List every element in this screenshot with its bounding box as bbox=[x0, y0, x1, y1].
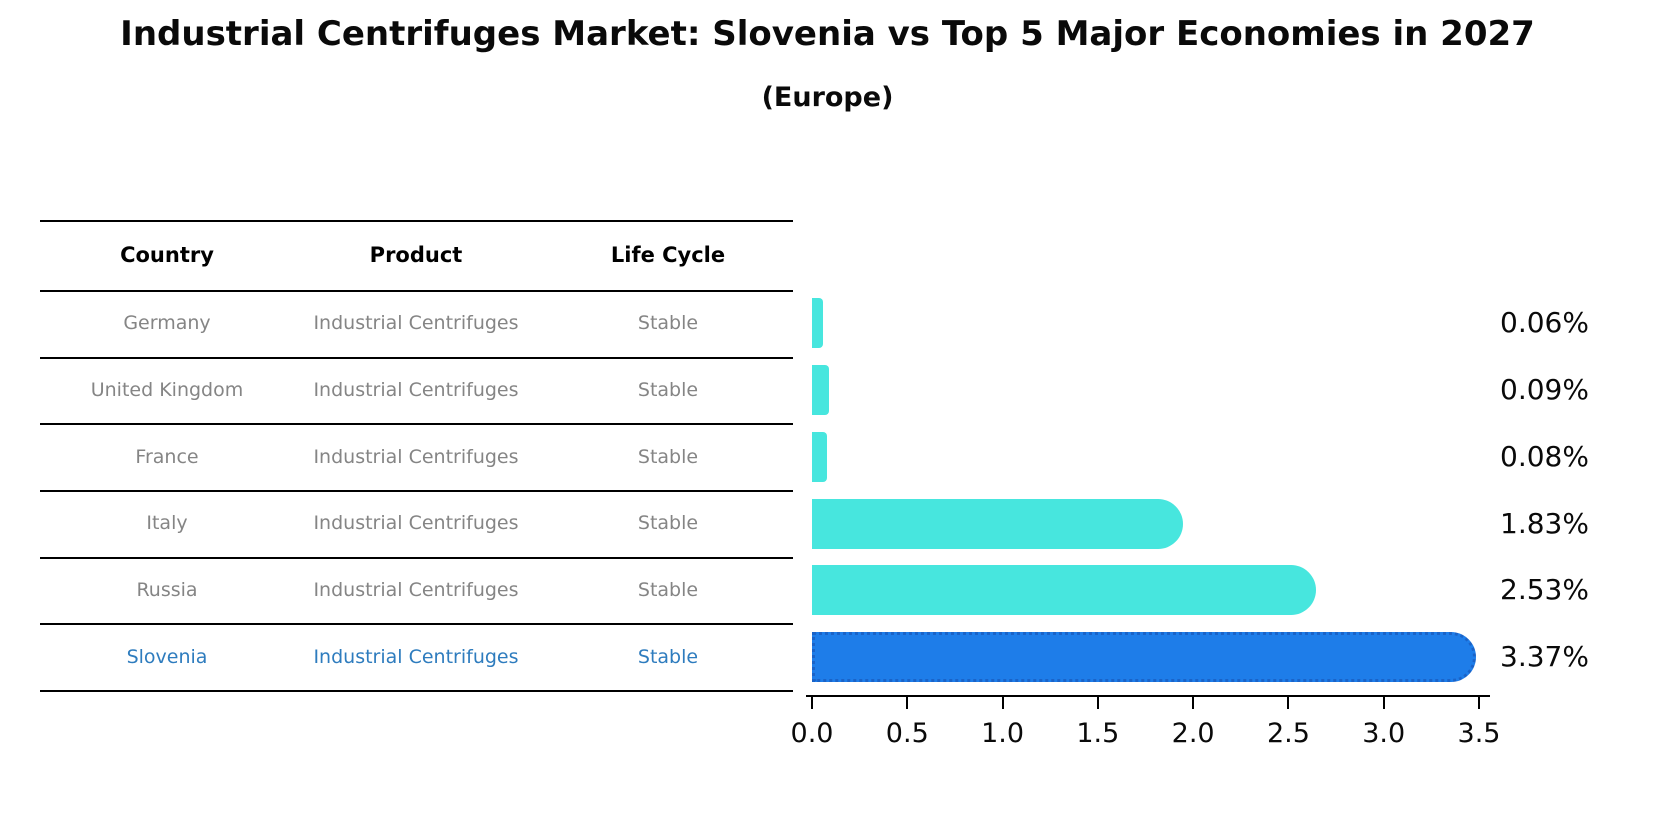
cell-product: Industrial Centrifuges bbox=[313, 512, 519, 534]
x-axis-tick-label: 2.0 bbox=[1171, 718, 1215, 749]
x-axis-line bbox=[806, 695, 1490, 697]
bar-germany bbox=[812, 298, 824, 348]
cell-product: Industrial Centrifuges bbox=[313, 312, 519, 334]
x-axis-tick-label: 3.5 bbox=[1457, 718, 1501, 749]
page-title: Industrial Centrifuges Market: Slovenia … bbox=[120, 14, 1535, 54]
bar-united-kingdom bbox=[812, 365, 830, 415]
header-cell-life-cycle: Life Cycle bbox=[610, 243, 726, 267]
value-label: 0.06% bbox=[1500, 306, 1589, 339]
cell-product: Industrial Centrifuges bbox=[313, 579, 519, 601]
cell-country: Slovenia bbox=[126, 646, 208, 668]
cell-country: United Kingdom bbox=[90, 379, 244, 401]
table-separator-line bbox=[40, 557, 793, 559]
x-axis-tick-label: 3.0 bbox=[1362, 718, 1406, 749]
x-axis-tick-label: 1.5 bbox=[1076, 718, 1120, 749]
cell-country: Germany bbox=[123, 312, 211, 334]
cell-product: Industrial Centrifuges bbox=[313, 379, 519, 401]
x-axis-tick bbox=[1096, 696, 1099, 709]
table-border-bottom bbox=[40, 690, 793, 692]
header-cell-product: Product bbox=[369, 243, 463, 267]
cell-country: France bbox=[135, 446, 199, 468]
x-axis-tick bbox=[811, 696, 813, 709]
value-label: 3.37% bbox=[1500, 640, 1589, 673]
value-label: 0.09% bbox=[1500, 373, 1589, 406]
bar-russia bbox=[812, 565, 1317, 615]
cell-life-cycle: Stable bbox=[637, 446, 699, 468]
header-cell-country: Country bbox=[120, 243, 214, 267]
cell-life-cycle: Stable bbox=[637, 646, 699, 668]
x-axis-tick bbox=[1001, 696, 1004, 709]
bar-italy bbox=[812, 498, 1183, 549]
x-axis-tick-label: 0.0 bbox=[790, 718, 834, 749]
cell-life-cycle: Stable bbox=[637, 312, 699, 334]
table-separator-line bbox=[40, 290, 793, 292]
page-subtitle: (Europe) bbox=[761, 82, 894, 113]
value-label: 2.53% bbox=[1500, 573, 1589, 606]
bar-slovenia-highlighted bbox=[812, 632, 1477, 682]
cell-product: Industrial Centrifuges bbox=[313, 446, 519, 468]
x-axis-tick-label: 1.0 bbox=[981, 718, 1025, 749]
bar-france bbox=[812, 432, 828, 482]
table-separator-line bbox=[40, 423, 793, 425]
cell-product: Industrial Centrifuges bbox=[313, 646, 519, 668]
x-axis-tick-label: 2.5 bbox=[1266, 718, 1310, 749]
cell-country: Russia bbox=[136, 579, 198, 601]
cell-country: Italy bbox=[146, 512, 188, 534]
value-label: 1.83% bbox=[1500, 506, 1589, 540]
value-label: 0.08% bbox=[1500, 440, 1589, 473]
cell-life-cycle: Stable bbox=[637, 512, 699, 534]
x-axis-tick bbox=[906, 696, 909, 709]
x-axis-tick bbox=[1287, 696, 1290, 709]
x-axis-tick-label: 0.5 bbox=[885, 718, 929, 749]
cell-life-cycle: Stable bbox=[637, 579, 699, 601]
table-separator-line bbox=[40, 623, 793, 625]
table-separator-line bbox=[40, 357, 793, 359]
x-axis-tick bbox=[1192, 696, 1195, 709]
table-separator-line bbox=[40, 490, 793, 492]
x-axis-tick bbox=[1478, 696, 1480, 709]
table-border-top bbox=[40, 220, 793, 222]
x-axis-tick bbox=[1382, 696, 1385, 709]
cell-life-cycle: Stable bbox=[637, 379, 699, 401]
